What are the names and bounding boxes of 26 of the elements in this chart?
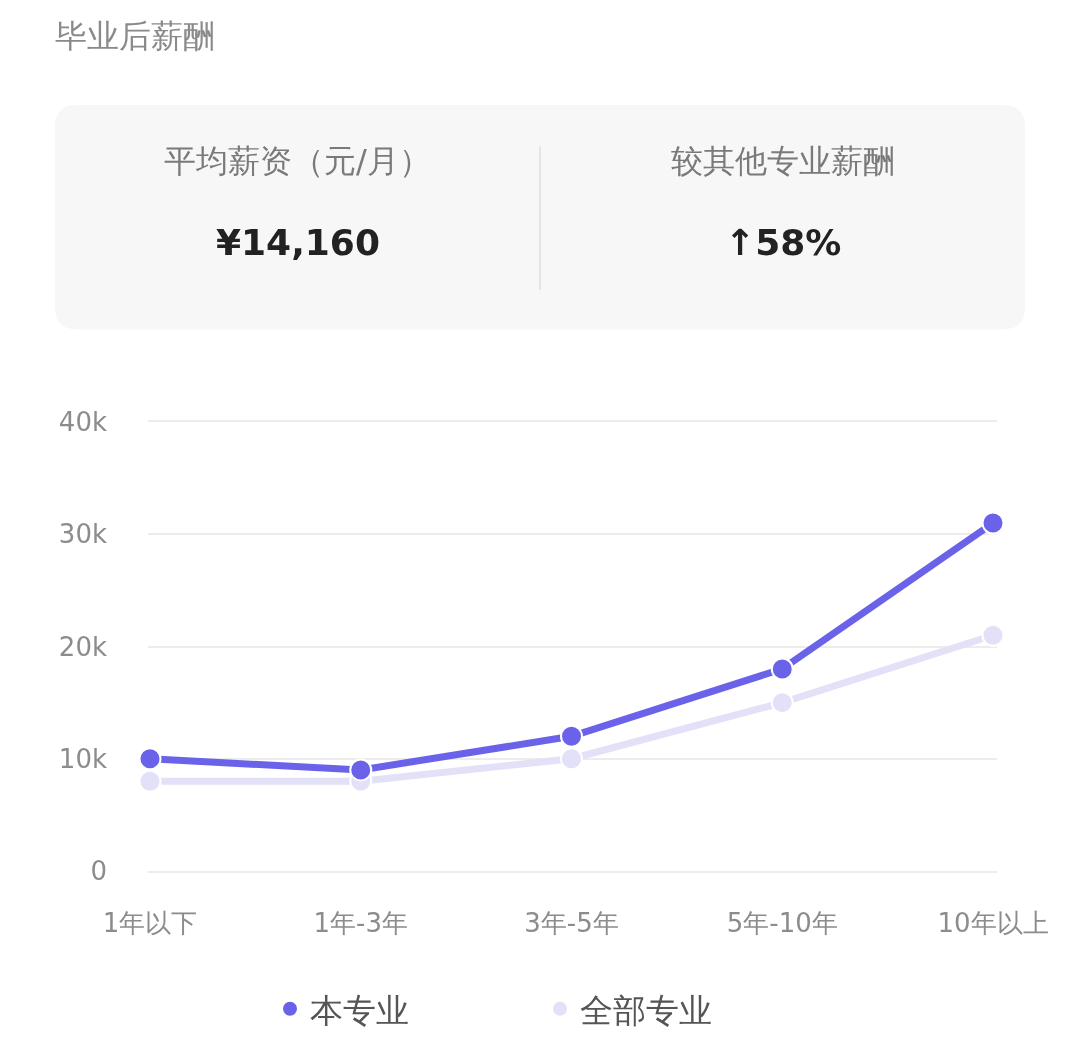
y-tick-label: 0	[90, 856, 107, 887]
text: ¥14,160	[216, 222, 380, 263]
x-tick-label: 3年-5年	[524, 908, 619, 939]
text: 平均薪资（元/月）	[164, 142, 431, 180]
point	[981, 623, 1005, 647]
point	[138, 769, 162, 793]
x-tick-label: 10年以上	[937, 908, 1049, 939]
text: 较其他专业薪酬	[671, 142, 895, 180]
point	[349, 758, 373, 782]
y-tick-label: 30k	[58, 519, 107, 550]
point	[138, 747, 162, 771]
x-tick-label: 1年以下	[102, 908, 198, 939]
y-tick-label: 20k	[58, 631, 107, 662]
y-tick-label: 10k	[58, 743, 107, 774]
legend-label: 全部专业	[580, 990, 712, 1030]
x-tick-label: 5年-10年	[726, 908, 838, 939]
point	[560, 724, 583, 748]
legend-label: 本专业	[310, 990, 409, 1030]
y-tick-label: 40k	[58, 407, 107, 438]
point	[981, 511, 1005, 535]
point	[770, 691, 794, 715]
point	[560, 747, 583, 771]
x-tick-label: 1年-3年	[313, 908, 408, 939]
text: ↑58%	[725, 222, 842, 263]
text: 毕业后薪酬	[55, 17, 215, 56]
point	[770, 657, 794, 681]
